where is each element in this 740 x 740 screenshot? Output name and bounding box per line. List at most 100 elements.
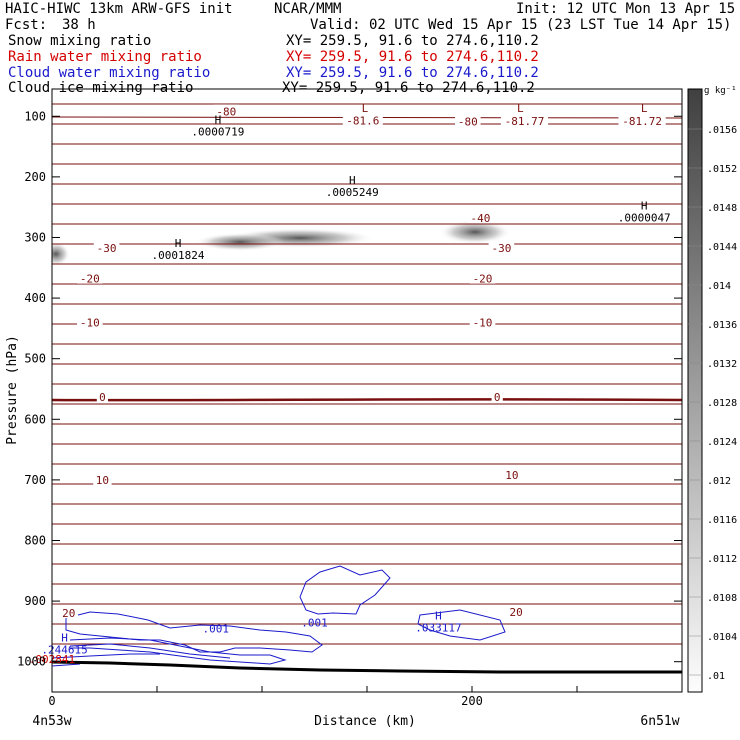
y-tick-label: 400 <box>24 291 46 305</box>
isotherm-line <box>52 383 682 385</box>
y-tick-label: 600 <box>24 412 46 426</box>
temperature-label: 0 <box>99 391 106 404</box>
temperature-label: -80 <box>216 105 236 118</box>
isotherm-line <box>52 623 682 625</box>
extremum-mark: H <box>215 114 222 127</box>
x-tick-label: 0 <box>48 694 55 708</box>
x-tick-label: 200 <box>461 694 483 708</box>
isotherm-line <box>52 163 682 165</box>
y-tick-label: 900 <box>24 594 46 608</box>
isotherm-line <box>52 423 682 425</box>
temperature-label-bg <box>96 389 108 402</box>
temperature-label-bg <box>467 211 494 224</box>
isotherm-line <box>52 398 682 402</box>
temperature-label: 10 <box>96 474 109 487</box>
field-name-cloud-ice: Cloud ice mixing ratio <box>8 80 194 96</box>
isotherm-line <box>52 223 682 225</box>
isotherm-line <box>52 103 682 105</box>
colorbar: g kg⁻¹ .0156 .0152 .0148 .0144 .014 .0136 .013… <box>687 86 737 693</box>
isotherm-line <box>52 463 682 465</box>
colorbar-label: .01 <box>707 671 725 682</box>
colorbar-label: .0104 <box>707 632 737 643</box>
temperature-label: 10 <box>505 469 518 482</box>
temperature-label: -20 <box>473 273 493 286</box>
temperature-label: -10 <box>473 316 493 329</box>
field-xy-cloud-water: XY= 259.5, 91.6 to 274.6,110.2 <box>286 65 539 81</box>
temperature-label: -30 <box>97 242 117 255</box>
field-xy-rain: XY= 259.5, 91.6 to 274.6,110.2 <box>286 49 539 65</box>
colorbar-label: .0108 <box>707 593 737 604</box>
temperature-label-bg <box>500 114 549 127</box>
org-label: NCAR/MMM <box>274 1 342 17</box>
isotherm-line <box>52 603 682 605</box>
temperature-label-bg <box>469 271 496 284</box>
extremum-value: .0001824 <box>152 249 205 262</box>
temperature-label-bg <box>77 271 103 284</box>
temperature-label-bg <box>455 114 481 127</box>
y-tick-label: 800 <box>24 533 46 547</box>
temperature-label-bg <box>342 113 383 126</box>
isotherm-line <box>52 483 682 485</box>
terrain-line <box>51 660 682 674</box>
isotherm-line <box>52 503 682 505</box>
isotherm-line <box>52 143 682 145</box>
temperature-contours <box>52 103 682 645</box>
isotherm-line <box>52 243 682 245</box>
temperature-label: 0 <box>494 391 501 404</box>
temperature-label-bg <box>469 315 496 328</box>
forecast-hour: 38 h <box>62 17 96 33</box>
temperature-label: -81.6 <box>346 115 379 128</box>
colorbar-label: .0148 <box>707 203 737 214</box>
isotherm-line <box>52 563 682 565</box>
temperature-label-bg <box>488 240 515 253</box>
extremum-mark: H <box>175 237 182 250</box>
forecast-label: Fcst: <box>5 17 48 33</box>
init-time: Init: 12 UTC Mon 13 Apr 15 <box>516 1 736 17</box>
extremum-mark: H <box>435 609 442 622</box>
temperature-label-bg <box>93 240 120 253</box>
contour-labels: -80 -81.6 -80 -81.77 -81.72 -40 -30 -30 -20 -20 -1… <box>29 102 671 666</box>
temperature-label-bg <box>77 315 103 328</box>
extremum-value: .033117 <box>415 621 461 634</box>
colorbar-unit: g kg⁻¹ <box>704 86 737 96</box>
y-tick-label: 100 <box>24 109 46 123</box>
isotherm-line <box>52 183 682 185</box>
temperature-label: -20 <box>80 273 100 286</box>
extremum-value: .0000047 <box>618 212 671 225</box>
colorbar-ramp <box>687 88 703 693</box>
isotherm-line <box>52 363 682 365</box>
isotherm-line <box>52 443 682 445</box>
y-tick-label: 200 <box>24 170 46 184</box>
extremum-mark: L <box>517 102 524 115</box>
temperature-label: -10 <box>80 316 100 329</box>
colorbar-label: .0116 <box>707 515 737 526</box>
cloud-water-contours <box>52 565 506 667</box>
temperature-label: 20 <box>509 606 522 619</box>
colorbar-label: .0132 <box>707 359 737 370</box>
model-title: HAIC-HIWC 13km ARW-GFS init <box>5 1 233 17</box>
extremum-mark: H <box>349 174 356 187</box>
isotherm-line <box>52 303 682 305</box>
colorbar-label: .0128 <box>707 398 737 409</box>
x-axis-title: Distance (km) <box>314 714 416 729</box>
temperature-label: 20 <box>62 607 75 620</box>
temperature-label-bg <box>502 468 522 481</box>
isotherm-line <box>52 263 682 265</box>
colorbar-label: .0124 <box>707 437 737 448</box>
isotherm-line <box>52 543 682 545</box>
isotherm-line <box>52 203 682 205</box>
colorbar-label: .014 <box>707 281 731 292</box>
isotherm-line <box>52 583 682 585</box>
cloud-ice-shading <box>52 220 511 266</box>
temperature-label: -30 <box>491 242 511 255</box>
isotherm-line <box>52 403 682 405</box>
temperature-label-bg <box>491 389 503 402</box>
temperature-label-bg <box>213 104 240 117</box>
isotherm-line <box>52 643 682 645</box>
extremum-mark: H <box>641 200 648 213</box>
left-endpoint-label: 4n53w <box>32 714 71 729</box>
temperature-label-bg <box>506 605 526 618</box>
extremum-value: .244615 <box>41 644 87 657</box>
